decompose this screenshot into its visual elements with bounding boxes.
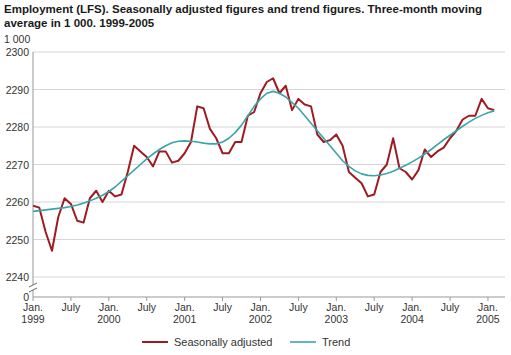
x-tick-label-line: July [365, 301, 384, 313]
x-tick-label-line: Jan. [478, 301, 498, 313]
y-tick-label: 2260 [6, 196, 30, 208]
x-tick-label: July [289, 301, 308, 313]
grid-line [33, 239, 505, 240]
x-tick-label: July [213, 301, 232, 313]
x-tick-label: Jan.2001 [173, 301, 197, 325]
x-tick-label: Jan.2000 [97, 301, 121, 325]
y-axis-label: 1 000 [4, 33, 30, 45]
x-tick-label-line: Jan. [251, 301, 271, 313]
x-tick-label-line: Jan. [175, 301, 195, 313]
legend-label: Trend [322, 336, 350, 348]
x-tick-label: July [137, 301, 156, 313]
grid-line [33, 164, 505, 165]
grid [33, 52, 505, 297]
grid-line [33, 52, 505, 53]
x-tick-label-line: Jan. [23, 301, 43, 313]
x-tick-label: July [365, 301, 384, 313]
legend-swatch [290, 341, 316, 343]
y-tick-label: 2280 [6, 121, 30, 133]
x-tick-label: Jan.1999 [21, 301, 45, 325]
y-tick-label: 2240 [6, 271, 30, 283]
x-tick-label-line: 2002 [249, 313, 273, 325]
x-tick-label-line: July [137, 301, 156, 313]
grid-line [33, 127, 505, 128]
x-axis-line [33, 297, 505, 298]
x-tick-label-line: 2001 [173, 313, 197, 325]
x-tick-label: Jan.2003 [325, 301, 349, 325]
y-tick-label: 2270 [6, 159, 30, 171]
y-tick-label: 2290 [6, 84, 30, 96]
y-tick-label: 2300 [6, 46, 30, 58]
x-tick-label-line: 2003 [325, 313, 349, 325]
x-tick-label-line: 2000 [97, 313, 121, 325]
plot-area [33, 78, 494, 251]
grid-line [33, 277, 505, 278]
x-tick-label-line: July [62, 301, 81, 313]
y-tick-label: 2250 [6, 234, 30, 246]
x-tick-label-line: July [213, 301, 232, 313]
x-tick-label-line: Jan. [99, 301, 119, 313]
x-tick-label-line: July [441, 301, 460, 313]
axis-break [29, 283, 37, 292]
y-axis-line [33, 290, 34, 297]
series-line [33, 78, 494, 251]
x-tick-label-line: 1999 [21, 313, 45, 325]
x-tick-label-line: Jan. [326, 301, 346, 313]
x-tick-label-line: July [289, 301, 308, 313]
x-tick-label: July [62, 301, 81, 313]
y-axis-line [33, 52, 34, 285]
x-tick-label: Jan.2004 [400, 301, 424, 325]
x-tick-label: Jan.2002 [249, 301, 273, 325]
title: Employment (LFS). Seasonally adjusted fi… [4, 2, 504, 30]
x-tick-label-line: 2004 [400, 313, 424, 325]
x-tick-label: July [441, 301, 460, 313]
series-line [33, 91, 494, 211]
legend: Seasonally adjusted Trend [142, 336, 350, 348]
grid-line [33, 89, 505, 90]
x-tick-label: Jan.2005 [476, 301, 500, 325]
legend-swatch [142, 341, 168, 343]
x-tick-label-line: 2005 [476, 313, 500, 325]
legend-label: Seasonally adjusted [174, 336, 272, 348]
x-tick-label-line: Jan. [402, 301, 422, 313]
